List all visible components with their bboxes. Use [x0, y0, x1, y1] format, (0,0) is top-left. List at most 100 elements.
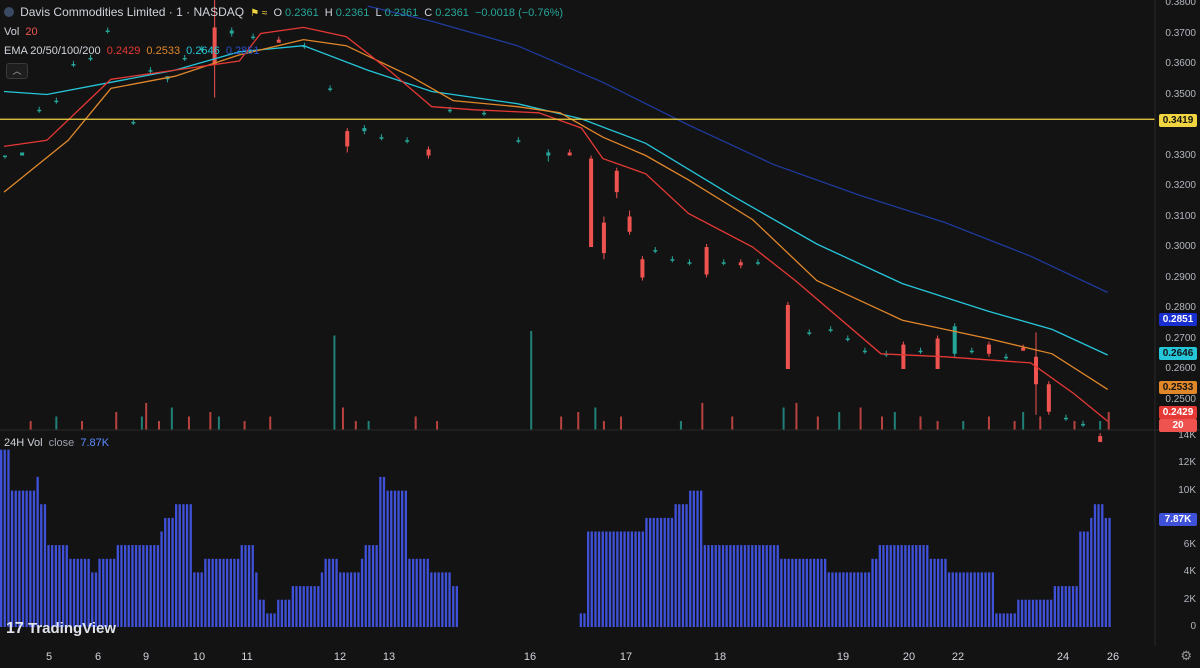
vol24-bar — [113, 558, 116, 627]
vol24-bar — [922, 545, 925, 627]
vol24-bar — [791, 558, 794, 627]
vol24-bar — [904, 545, 907, 627]
vol24-bar — [1097, 504, 1100, 627]
vol24-bar — [204, 558, 207, 627]
vol24-bar — [350, 572, 353, 627]
vol24-bar — [725, 545, 728, 627]
time-tick: 19 — [836, 651, 850, 663]
vol24-bar — [772, 545, 776, 627]
vol24-bar — [842, 572, 845, 627]
vol24-bar — [627, 531, 630, 627]
vol24-bar — [853, 572, 856, 627]
vol24-bar — [54, 545, 57, 627]
vol24-bar — [317, 586, 320, 627]
candle-body — [862, 350, 867, 353]
vol24-bar — [962, 572, 965, 627]
candle-body — [1033, 356, 1038, 385]
vol24-bar — [995, 613, 998, 627]
vol24-bar — [634, 531, 637, 627]
ema20-price-tag: 0.2429 — [1159, 406, 1197, 419]
vol24-bar — [1093, 504, 1097, 627]
vol24-bar — [601, 531, 604, 627]
vol24-bar — [277, 599, 280, 627]
vol24-bar — [145, 545, 149, 627]
ema-lines — [3, 5, 1109, 422]
vol24-bar — [929, 558, 932, 627]
candle-body — [986, 344, 991, 354]
flag-icon[interactable]: ⚑ ≈ — [250, 8, 268, 19]
vol24-bar — [641, 531, 644, 627]
ema-legend[interactable]: EMA 20/50/100/200 0.2429 0.2533 0.2646 0… — [4, 45, 263, 57]
vol24-bar — [845, 572, 849, 627]
volume-bar — [838, 412, 841, 430]
candle-body — [627, 216, 632, 232]
vol24-bar — [306, 586, 309, 627]
vol24-bar — [1031, 599, 1035, 627]
vol24-bar — [309, 586, 313, 627]
symbol-title[interactable]: Davis Commodities Limited · 1 · NASDAQ — [20, 5, 245, 19]
vol24-bar — [7, 449, 10, 627]
ema200-price-tag: 0.2851 — [1159, 313, 1197, 326]
collapse-legend-button[interactable]: ︿ — [6, 63, 28, 79]
volume-bar — [782, 407, 785, 430]
vol24-bar — [732, 545, 736, 627]
time-tick: 13 — [382, 651, 396, 663]
volume-bar — [115, 412, 118, 430]
volume-bar — [602, 421, 605, 430]
candle-body — [20, 152, 25, 156]
vol24-label: 24H Vol — [4, 437, 43, 449]
vol24-bars — [0, 449, 1111, 627]
vol24-bar — [616, 531, 619, 627]
vol24-bar — [288, 599, 291, 627]
vol24-bar — [401, 490, 404, 627]
vol24-bar — [740, 545, 743, 627]
vol24-bar — [751, 545, 754, 627]
candle-body — [845, 338, 850, 341]
candle-body — [88, 57, 93, 60]
price-tick: 0.2600 — [1165, 363, 1196, 374]
vol24-bar — [587, 531, 590, 627]
candle-body — [546, 152, 551, 156]
vol24-bar — [291, 586, 294, 627]
vol24-bar — [590, 531, 593, 627]
vol24-bar — [834, 572, 838, 627]
vol24-bar — [422, 558, 426, 627]
vol24-bar — [448, 572, 451, 627]
vol24-bar — [164, 517, 167, 627]
vol24-legend[interactable]: 24H Vol close 7.87K — [4, 437, 112, 449]
ema200-value: 0.2851 — [225, 45, 260, 57]
vol24-bar — [87, 558, 90, 627]
ema100-price-tag: 0.2646 — [1159, 347, 1197, 360]
candle-body — [37, 109, 42, 112]
vol24-bar — [827, 572, 830, 627]
volume-bar — [936, 421, 939, 430]
volume-bar — [620, 416, 623, 430]
vol24-bar — [269, 613, 273, 627]
price-tick: 0.3200 — [1165, 180, 1196, 192]
candle-body — [328, 88, 333, 90]
vol24-bar — [678, 504, 681, 627]
vol24-bar — [1042, 599, 1045, 627]
vol24-bar — [670, 517, 674, 627]
ema20-line — [3, 26, 1109, 422]
vol24-bar — [196, 572, 200, 627]
vol24-bar — [743, 545, 747, 627]
candle-body — [901, 344, 906, 370]
settings-gear-icon[interactable]: ⚙ — [1180, 648, 1192, 663]
volume-legend[interactable]: Vol 20 — [4, 26, 41, 38]
vol24-bar — [142, 545, 145, 627]
vol24-bar — [116, 545, 119, 627]
candle-body — [640, 259, 645, 278]
volume-bar — [354, 421, 357, 430]
vol24-bar — [455, 586, 458, 627]
vol24-bar — [375, 545, 378, 627]
volume-bar — [1099, 421, 1102, 430]
high-label: H — [324, 7, 333, 19]
vol24-bar — [973, 572, 976, 627]
vol24-tick: 6K — [1183, 539, 1196, 551]
vol24-bar — [138, 545, 141, 627]
tradingview-logo[interactable]: 17 TradingView — [6, 620, 116, 638]
vol24-bar — [605, 531, 608, 627]
vol24-bar — [619, 531, 623, 627]
